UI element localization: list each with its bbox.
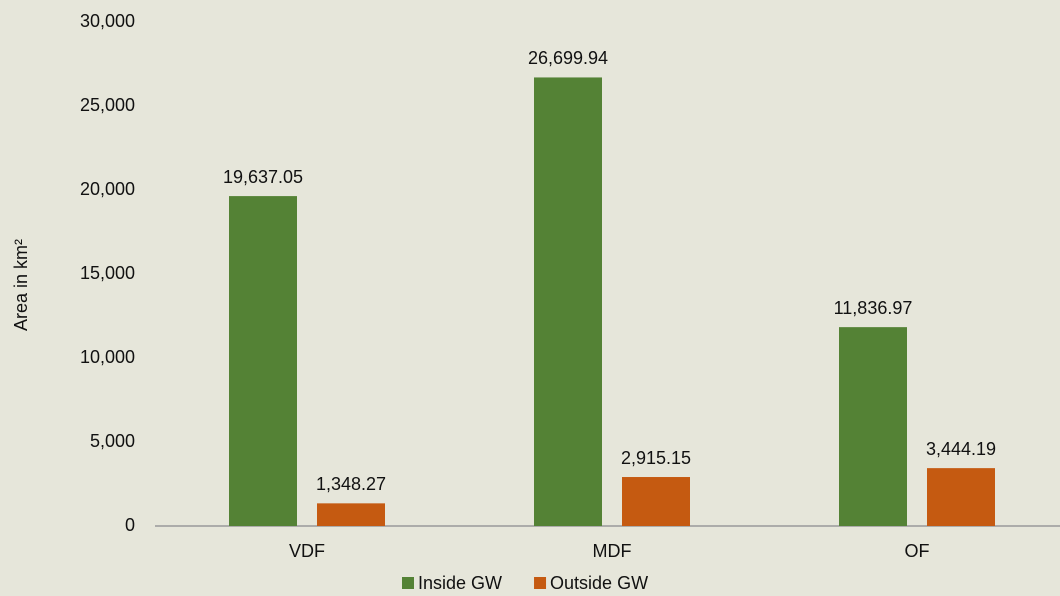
x-tick-label: MDF [593,541,632,561]
y-tick-label: 20,000 [80,179,135,199]
bar [839,327,907,526]
bar [317,503,385,526]
y-axis-label: Area in km² [11,239,31,331]
y-tick-label: 0 [125,515,135,535]
legend-label: Outside GW [550,573,648,593]
bar [927,468,995,526]
y-tick-label: 10,000 [80,347,135,367]
data-label: 2,915.15 [621,448,691,468]
y-tick-label: 25,000 [80,95,135,115]
data-label: 26,699.94 [528,48,608,68]
x-tick-label: VDF [289,541,325,561]
data-label: 19,637.05 [223,167,303,187]
bar [622,477,690,526]
data-label: 1,348.27 [316,474,386,494]
legend-swatch [402,577,414,589]
x-tick-label: OF [905,541,930,561]
data-label: 3,444.19 [926,439,996,459]
legend-label: Inside GW [418,573,502,593]
y-tick-label: 5,000 [90,431,135,451]
bar [534,77,602,526]
bar [229,196,297,526]
legend-swatch [534,577,547,589]
data-label: 11,836.97 [834,298,913,318]
y-tick-label: 30,000 [80,11,135,31]
y-tick-label: 15,000 [80,263,135,283]
